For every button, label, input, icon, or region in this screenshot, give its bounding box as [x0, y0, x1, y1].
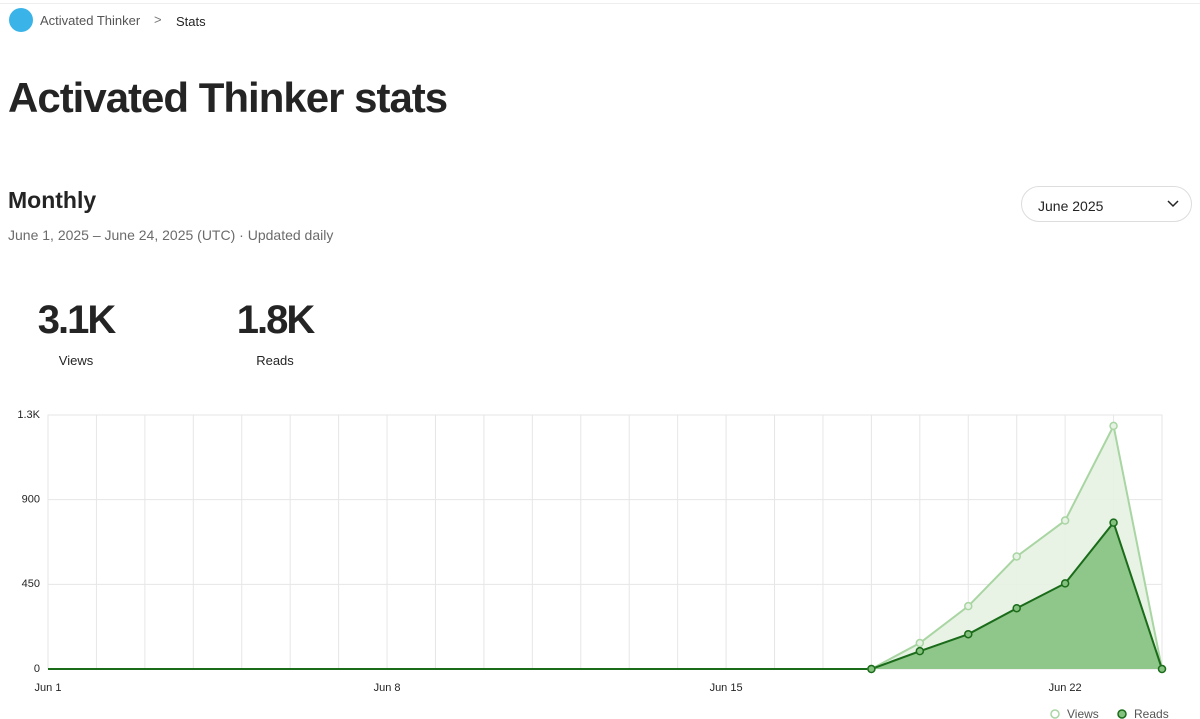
- data-point: [964, 629, 973, 639]
- stat-value: 1.8K: [236, 298, 315, 342]
- data-point: [1060, 579, 1070, 588]
- data-point: [1060, 516, 1070, 525]
- series-line: [48, 520, 1163, 670]
- breadcrumb-separator: >: [154, 12, 162, 27]
- x-tick-label: Jun 8: [374, 682, 401, 694]
- top-divider: [0, 3, 1200, 4]
- y-tick-label: 0: [34, 663, 40, 675]
- legend-label: Views: [1067, 707, 1099, 719]
- data-point: [867, 664, 876, 674]
- dropdown-value: June 2025: [1038, 198, 1104, 214]
- data-point: [964, 601, 973, 611]
- y-tick-label: 900: [22, 494, 40, 506]
- dropdown-chevron: [1167, 200, 1179, 208]
- page-title: Activated Thinker stats: [8, 74, 448, 121]
- legend-marker: [1050, 709, 1060, 719]
- data-point: [1109, 421, 1118, 431]
- data-point: [1012, 552, 1021, 561]
- breadcrumb-link[interactable]: Activated Thinker: [40, 13, 141, 28]
- publication-icon[interactable]: [9, 8, 33, 32]
- x-tick-label: Jun 22: [1049, 682, 1082, 694]
- data-point: [1109, 518, 1118, 527]
- chart: 0 450 900 1.3K Jun 1 Jun 8 Jun 15 Jun 22 Views Re…: [17, 409, 1169, 719]
- breadcrumb-current: Stats: [176, 14, 206, 29]
- legend-marker: [1117, 709, 1127, 719]
- y-tick-label: 1.3K: [17, 409, 40, 421]
- data-point: [915, 646, 925, 656]
- stat-label: Reads: [256, 353, 294, 368]
- series-area: [48, 522, 1162, 669]
- x-tick-label: Jun 1: [35, 682, 62, 694]
- stat-label: Views: [58, 353, 94, 368]
- section-title: Monthly: [8, 187, 97, 213]
- date-range: June 1, 2025 – June 24, 2025 (UTC) · Upd…: [8, 227, 334, 243]
- data-point: [915, 638, 925, 648]
- x-tick-label: Jun 15: [710, 682, 743, 694]
- y-tick-label: 450: [22, 578, 40, 590]
- data-point: [1157, 664, 1167, 674]
- month-dropdown[interactable]: June 2025: [1021, 186, 1192, 222]
- stat-value: 3.1K: [37, 298, 116, 342]
- legend-label: Reads: [1134, 707, 1169, 719]
- data-point: [1012, 603, 1021, 613]
